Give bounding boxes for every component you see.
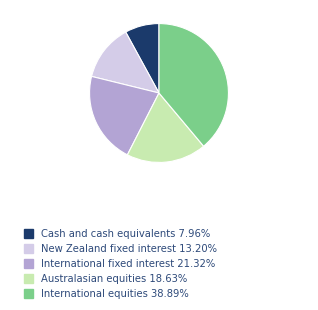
Wedge shape [90,76,159,155]
Wedge shape [159,24,228,146]
Wedge shape [128,93,204,162]
Wedge shape [126,24,159,93]
Legend: Cash and cash equivalents 7.96%, New Zealand fixed interest 13.20%, Internationa: Cash and cash equivalents 7.96%, New Zea… [21,226,220,302]
Wedge shape [92,32,159,93]
